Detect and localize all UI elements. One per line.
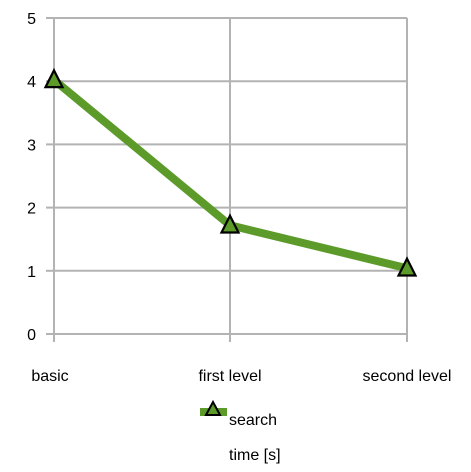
legend-label-line-1: search <box>229 412 277 429</box>
gridlines <box>54 17 408 335</box>
data-point-triangle <box>219 213 241 234</box>
series <box>43 67 418 277</box>
y-tick-label: 0 <box>27 327 36 344</box>
legend: search time [s] <box>200 399 281 464</box>
legend-marker-triangle <box>204 399 222 416</box>
y-tick-label: 2 <box>27 201 36 218</box>
y-tick-label: 3 <box>27 137 36 154</box>
data-point-triangle <box>43 67 65 89</box>
y-tick-labels: 0 1 2 3 4 5 <box>27 11 36 344</box>
y-tick-label: 5 <box>27 11 36 28</box>
data-point-triangle <box>396 256 418 277</box>
axes <box>46 17 408 342</box>
y-tick-label: 4 <box>27 74 36 91</box>
x-tick-label: basic <box>31 368 68 385</box>
x-tick-label: second level <box>363 368 452 385</box>
x-tick-labels: basic first level second level <box>31 368 451 385</box>
x-tick-label: first level <box>198 368 261 385</box>
y-tick-label: 1 <box>27 264 36 281</box>
legend-label-line-2: time [s] <box>229 447 281 464</box>
